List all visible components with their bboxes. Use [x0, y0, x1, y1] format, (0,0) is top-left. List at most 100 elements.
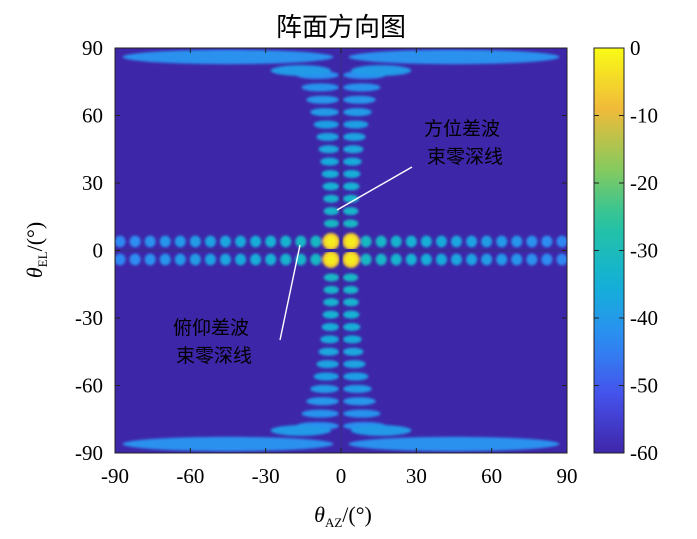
colorbar-tick-label: -10	[630, 104, 658, 128]
colorbar-tick-label: 0	[630, 36, 641, 60]
x-tick-label: 90	[557, 464, 578, 488]
colorbar-tick-label: -60	[630, 441, 658, 465]
lobe-121	[325, 236, 336, 247]
lobe-32	[390, 253, 402, 266]
lobe-52	[541, 253, 553, 266]
lobe-100	[343, 83, 381, 92]
lobe-111	[270, 65, 331, 76]
lobe-6	[405, 235, 417, 248]
chart-title: 阵面方向图	[276, 13, 406, 42]
lobe-5	[280, 235, 292, 248]
lobe-36	[420, 253, 432, 266]
lobe-78	[343, 335, 362, 344]
lobe-29	[310, 253, 322, 266]
colorbar-ticks: 0 -10 -20 -30 -40 -50 -60	[594, 36, 658, 465]
lobe-73	[321, 169, 339, 179]
colorbar-tick-label: -20	[630, 171, 658, 195]
lobe-38	[435, 253, 447, 266]
lobe-76	[343, 157, 362, 166]
lobe-62	[343, 285, 359, 294]
x-axis-ticks: -90 -60 -30 0 30 60 90	[101, 48, 578, 488]
lobe-79	[320, 335, 339, 344]
x-tick-label: -30	[252, 464, 280, 488]
lobe-68	[343, 182, 360, 191]
lobe-64	[343, 194, 359, 203]
lobe-14	[466, 235, 478, 248]
lobe-110	[351, 65, 412, 76]
annotation-el-line2: 束零深线	[176, 345, 252, 367]
y-tick-label: 0	[93, 239, 104, 263]
y-tick-label: -30	[75, 306, 103, 330]
y-axis-symbol: θ	[22, 267, 47, 278]
colorbar-tick-label: -50	[630, 374, 658, 398]
lobe-93	[310, 108, 339, 117]
y-axis-unit: /(°)	[22, 222, 47, 252]
lobe-108	[348, 49, 560, 65]
lobe-49	[159, 253, 171, 266]
lobe-94	[343, 384, 372, 393]
lobe-37	[250, 253, 262, 266]
x-tick-label: 60	[481, 464, 502, 488]
y-tick-label: -90	[75, 441, 103, 465]
lobe-33	[280, 253, 292, 266]
lobe-81	[318, 145, 339, 154]
lobe-44	[481, 253, 493, 266]
lobe-91	[313, 372, 339, 381]
lobe-88	[343, 120, 369, 129]
y-tick-label: 60	[82, 104, 103, 128]
lobe-53	[129, 253, 141, 266]
lobe-60	[343, 207, 359, 216]
x-axis-symbol: θ	[314, 502, 325, 527]
lobe-83	[318, 347, 339, 356]
lobe-24	[541, 235, 553, 248]
lobe-103	[301, 409, 339, 418]
lobe-70	[343, 310, 360, 319]
annotation-el-line1: 俯仰差波	[173, 317, 249, 339]
y-axis-label: θEL/(°)	[22, 222, 50, 278]
lobe-42	[466, 253, 478, 266]
lobe-85	[316, 132, 339, 141]
lobe-21	[159, 235, 171, 248]
x-axis-label: θAZ/(°)	[314, 502, 372, 530]
lobe-66	[343, 298, 359, 307]
lobe-43	[204, 253, 216, 266]
lobe-57	[323, 219, 339, 228]
lobe-18	[496, 235, 508, 248]
lobe-20	[511, 235, 523, 248]
lobe-122	[346, 254, 357, 265]
lobe-50	[526, 253, 538, 266]
lobe-group	[115, 49, 567, 452]
lobe-10	[435, 235, 447, 248]
svg-text:方位差波 束零深线: 方位差波 束零深线	[424, 118, 506, 168]
lobe-92	[343, 108, 372, 117]
y-tick-label: 30	[82, 171, 103, 195]
lobe-82	[343, 347, 364, 356]
lobe-74	[343, 322, 361, 332]
colorbar-tick-label: -40	[630, 306, 658, 330]
lobe-61	[323, 207, 339, 216]
svg-text:俯仰差波 束零深线: 俯仰差波 束零深线	[173, 317, 255, 367]
x-tick-label: -90	[101, 464, 129, 488]
y-tick-label: 90	[82, 36, 103, 60]
lobe-34	[405, 253, 417, 266]
plot-area	[114, 47, 568, 454]
lobe-46	[496, 253, 508, 266]
lobe-86	[343, 360, 366, 369]
lobe-113	[122, 436, 334, 452]
lobe-7	[265, 235, 277, 248]
lobe-8	[420, 235, 432, 248]
lobe-2	[375, 235, 387, 248]
svg-text:θAZ/(°): θAZ/(°)	[314, 502, 372, 530]
colorbar: 0 -10 -20 -30 -40 -50 -60	[593, 36, 658, 465]
x-axis-subscript: AZ	[325, 515, 342, 530]
annotation-el-pointer	[279, 244, 301, 341]
lobe-28	[360, 253, 372, 266]
lobe-72	[343, 169, 361, 179]
lobe-11	[235, 235, 247, 248]
annotation-az-pointer	[336, 166, 413, 211]
lobe-120	[346, 236, 357, 247]
lobe-102	[343, 409, 381, 418]
lobe-45	[189, 253, 201, 266]
lobe-25	[129, 235, 141, 248]
lobe-101	[301, 83, 339, 92]
